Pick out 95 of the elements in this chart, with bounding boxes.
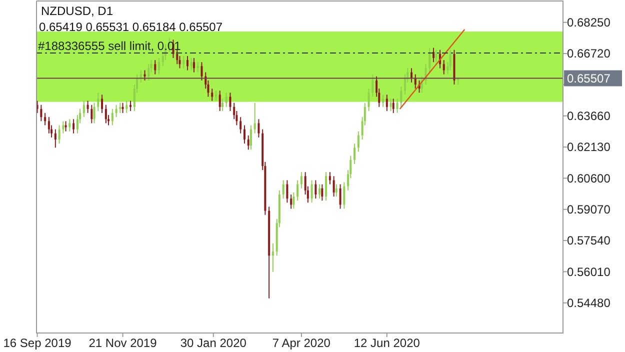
candlestick — [54, 128, 56, 148]
candlestick — [386, 94, 388, 112]
candlestick — [282, 180, 284, 200]
y-tick-label: 0.62130 — [567, 140, 611, 154]
y-tick-label: 0.54480 — [567, 296, 611, 310]
candlestick — [300, 172, 302, 189]
candlestick — [200, 62, 203, 81]
candlestick — [86, 100, 89, 114]
candlestick — [357, 130, 360, 152]
candlestick — [196, 62, 199, 73]
candlestick — [176, 49, 178, 65]
candlestick — [292, 192, 295, 210]
candlestick — [368, 88, 370, 112]
candlestick — [247, 134, 250, 150]
candlestick — [332, 176, 335, 198]
candlestick — [218, 90, 221, 112]
ref-line-label: 0.65507 — [567, 71, 611, 86]
candlestick — [115, 104, 118, 118]
y-tick-label: 0.59070 — [567, 202, 611, 217]
candlestick — [272, 242, 274, 272]
candlestick — [314, 180, 317, 200]
candlestick — [58, 124, 60, 144]
x-tick-label: 30 Jan 2020 — [180, 336, 247, 350]
candlestick — [111, 108, 114, 126]
candlestick — [354, 143, 356, 164]
candlestick — [48, 116, 50, 134]
candlestick — [211, 88, 214, 102]
candlestick — [190, 58, 192, 71]
candlestick — [64, 120, 67, 132]
candlestick — [62, 120, 64, 134]
y-tick-label: 0.68250 — [567, 16, 611, 30]
candlestick — [414, 74, 416, 90]
candlestick — [97, 92, 100, 112]
candlestick — [449, 49, 452, 71]
candlestick — [130, 100, 132, 112]
candlestick — [104, 104, 107, 124]
y-tick-label: 0.60600 — [567, 171, 611, 186]
x-tick-label: 21 Nov 2019 — [88, 336, 158, 350]
candlestick — [40, 104, 42, 122]
candlestick — [290, 194, 292, 210]
candlestick — [328, 172, 331, 185]
candlestick — [410, 68, 413, 83]
candlestick — [93, 102, 96, 124]
candlestick — [186, 55, 188, 71]
candlestick — [158, 58, 160, 75]
candlestick — [68, 118, 71, 132]
candlestick — [343, 182, 346, 210]
candlestick — [339, 184, 342, 210]
x-tick-label: 16 Sep 2019 — [3, 336, 72, 350]
candlestick — [435, 49, 438, 63]
y-tick-label: 0.66720 — [567, 46, 611, 61]
y-tick-label: 0.57540 — [567, 234, 611, 248]
candlestick — [442, 60, 445, 75]
candlestick — [296, 180, 299, 202]
candlestick — [82, 100, 85, 118]
candlestick — [148, 64, 150, 81]
candlestick — [72, 118, 75, 134]
candlestick — [310, 180, 313, 204]
candlestick — [229, 92, 232, 112]
candlestick — [243, 124, 246, 144]
candlestick — [321, 184, 324, 202]
candlestick — [258, 118, 260, 138]
candlestick — [240, 116, 242, 134]
candlestick — [214, 90, 217, 102]
candlestick — [396, 98, 398, 114]
candlestick — [390, 98, 392, 112]
y-tick-label: 0.63660 — [567, 109, 611, 124]
candlestick — [44, 112, 46, 126]
candlestick — [192, 58, 195, 73]
candlestick — [428, 47, 431, 73]
candlestick — [372, 74, 374, 98]
candlestick — [286, 180, 288, 204]
candlestick — [144, 70, 146, 81]
candlestick — [122, 102, 124, 114]
candlestick — [254, 102, 256, 134]
candlestick — [382, 94, 384, 108]
candlestick — [225, 92, 228, 108]
candlestick — [318, 184, 321, 200]
x-tick-label: 7 Apr 2020 — [272, 336, 331, 350]
chart-title: NZDUSD, D1 — [41, 4, 114, 18]
candlestick — [119, 102, 122, 114]
candlestick — [250, 124, 252, 150]
text: 0.65419 0.65531 0.65184 0.65507 — [39, 20, 223, 34]
candlestick — [221, 98, 224, 112]
candlestick — [154, 60, 156, 75]
x-tick-label: 12 Jun 2020 — [354, 336, 420, 350]
candlestick — [126, 100, 128, 114]
candlestick — [392, 98, 394, 114]
candlestick — [101, 94, 104, 114]
candlestick — [90, 104, 93, 124]
y-tick-label: 0.56010 — [567, 264, 611, 279]
candlestick — [335, 184, 338, 198]
candlestick — [182, 55, 185, 69]
candlestick — [325, 172, 328, 202]
candlestick — [400, 86, 402, 108]
